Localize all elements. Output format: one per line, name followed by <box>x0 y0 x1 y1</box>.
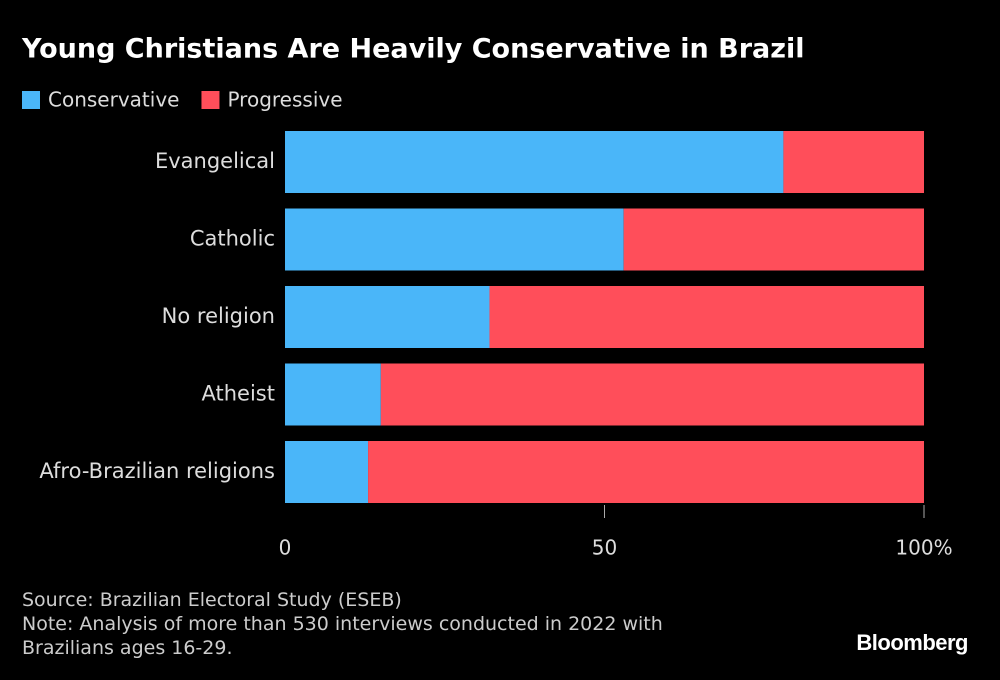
note: Note: Analysis of more than 530 intervie… <box>22 613 663 659</box>
y-tick-label: Catholic <box>190 227 275 251</box>
x-tick-label: 50 <box>592 536 617 560</box>
x-tick-label: 100% <box>895 536 952 560</box>
footer: Source: Brazilian Electoral Study (ESEB)… <box>22 588 722 660</box>
legend-label: Conservative <box>48 88 179 112</box>
legend-swatch <box>201 91 220 109</box>
legend-swatch <box>22 91 40 109</box>
y-tick-label: Evangelical <box>155 149 275 173</box>
bar-segment <box>285 286 490 348</box>
bar-segment <box>623 208 924 271</box>
source: Source: Brazilian Electoral Study (ESEB) <box>22 589 402 611</box>
x-tick-label: 0 <box>279 536 292 560</box>
bar-segment <box>489 286 924 348</box>
chart-title: Young Christians Are Heavily Conservativ… <box>21 34 805 65</box>
bar-segment <box>285 441 369 503</box>
bar-segment <box>368 441 924 503</box>
bar-segment <box>285 208 624 271</box>
y-tick-label: No religion <box>162 304 275 328</box>
y-tick-label: Atheist <box>202 382 275 406</box>
bar-segment <box>380 363 925 426</box>
y-tick-label: Afro-Brazilian religions <box>39 459 275 483</box>
brand: Bloomberg <box>856 630 968 655</box>
legend-label: Progressive <box>227 88 342 112</box>
bar-segment <box>285 131 784 193</box>
bar-segment <box>285 363 381 426</box>
bar-segment <box>783 131 924 193</box>
